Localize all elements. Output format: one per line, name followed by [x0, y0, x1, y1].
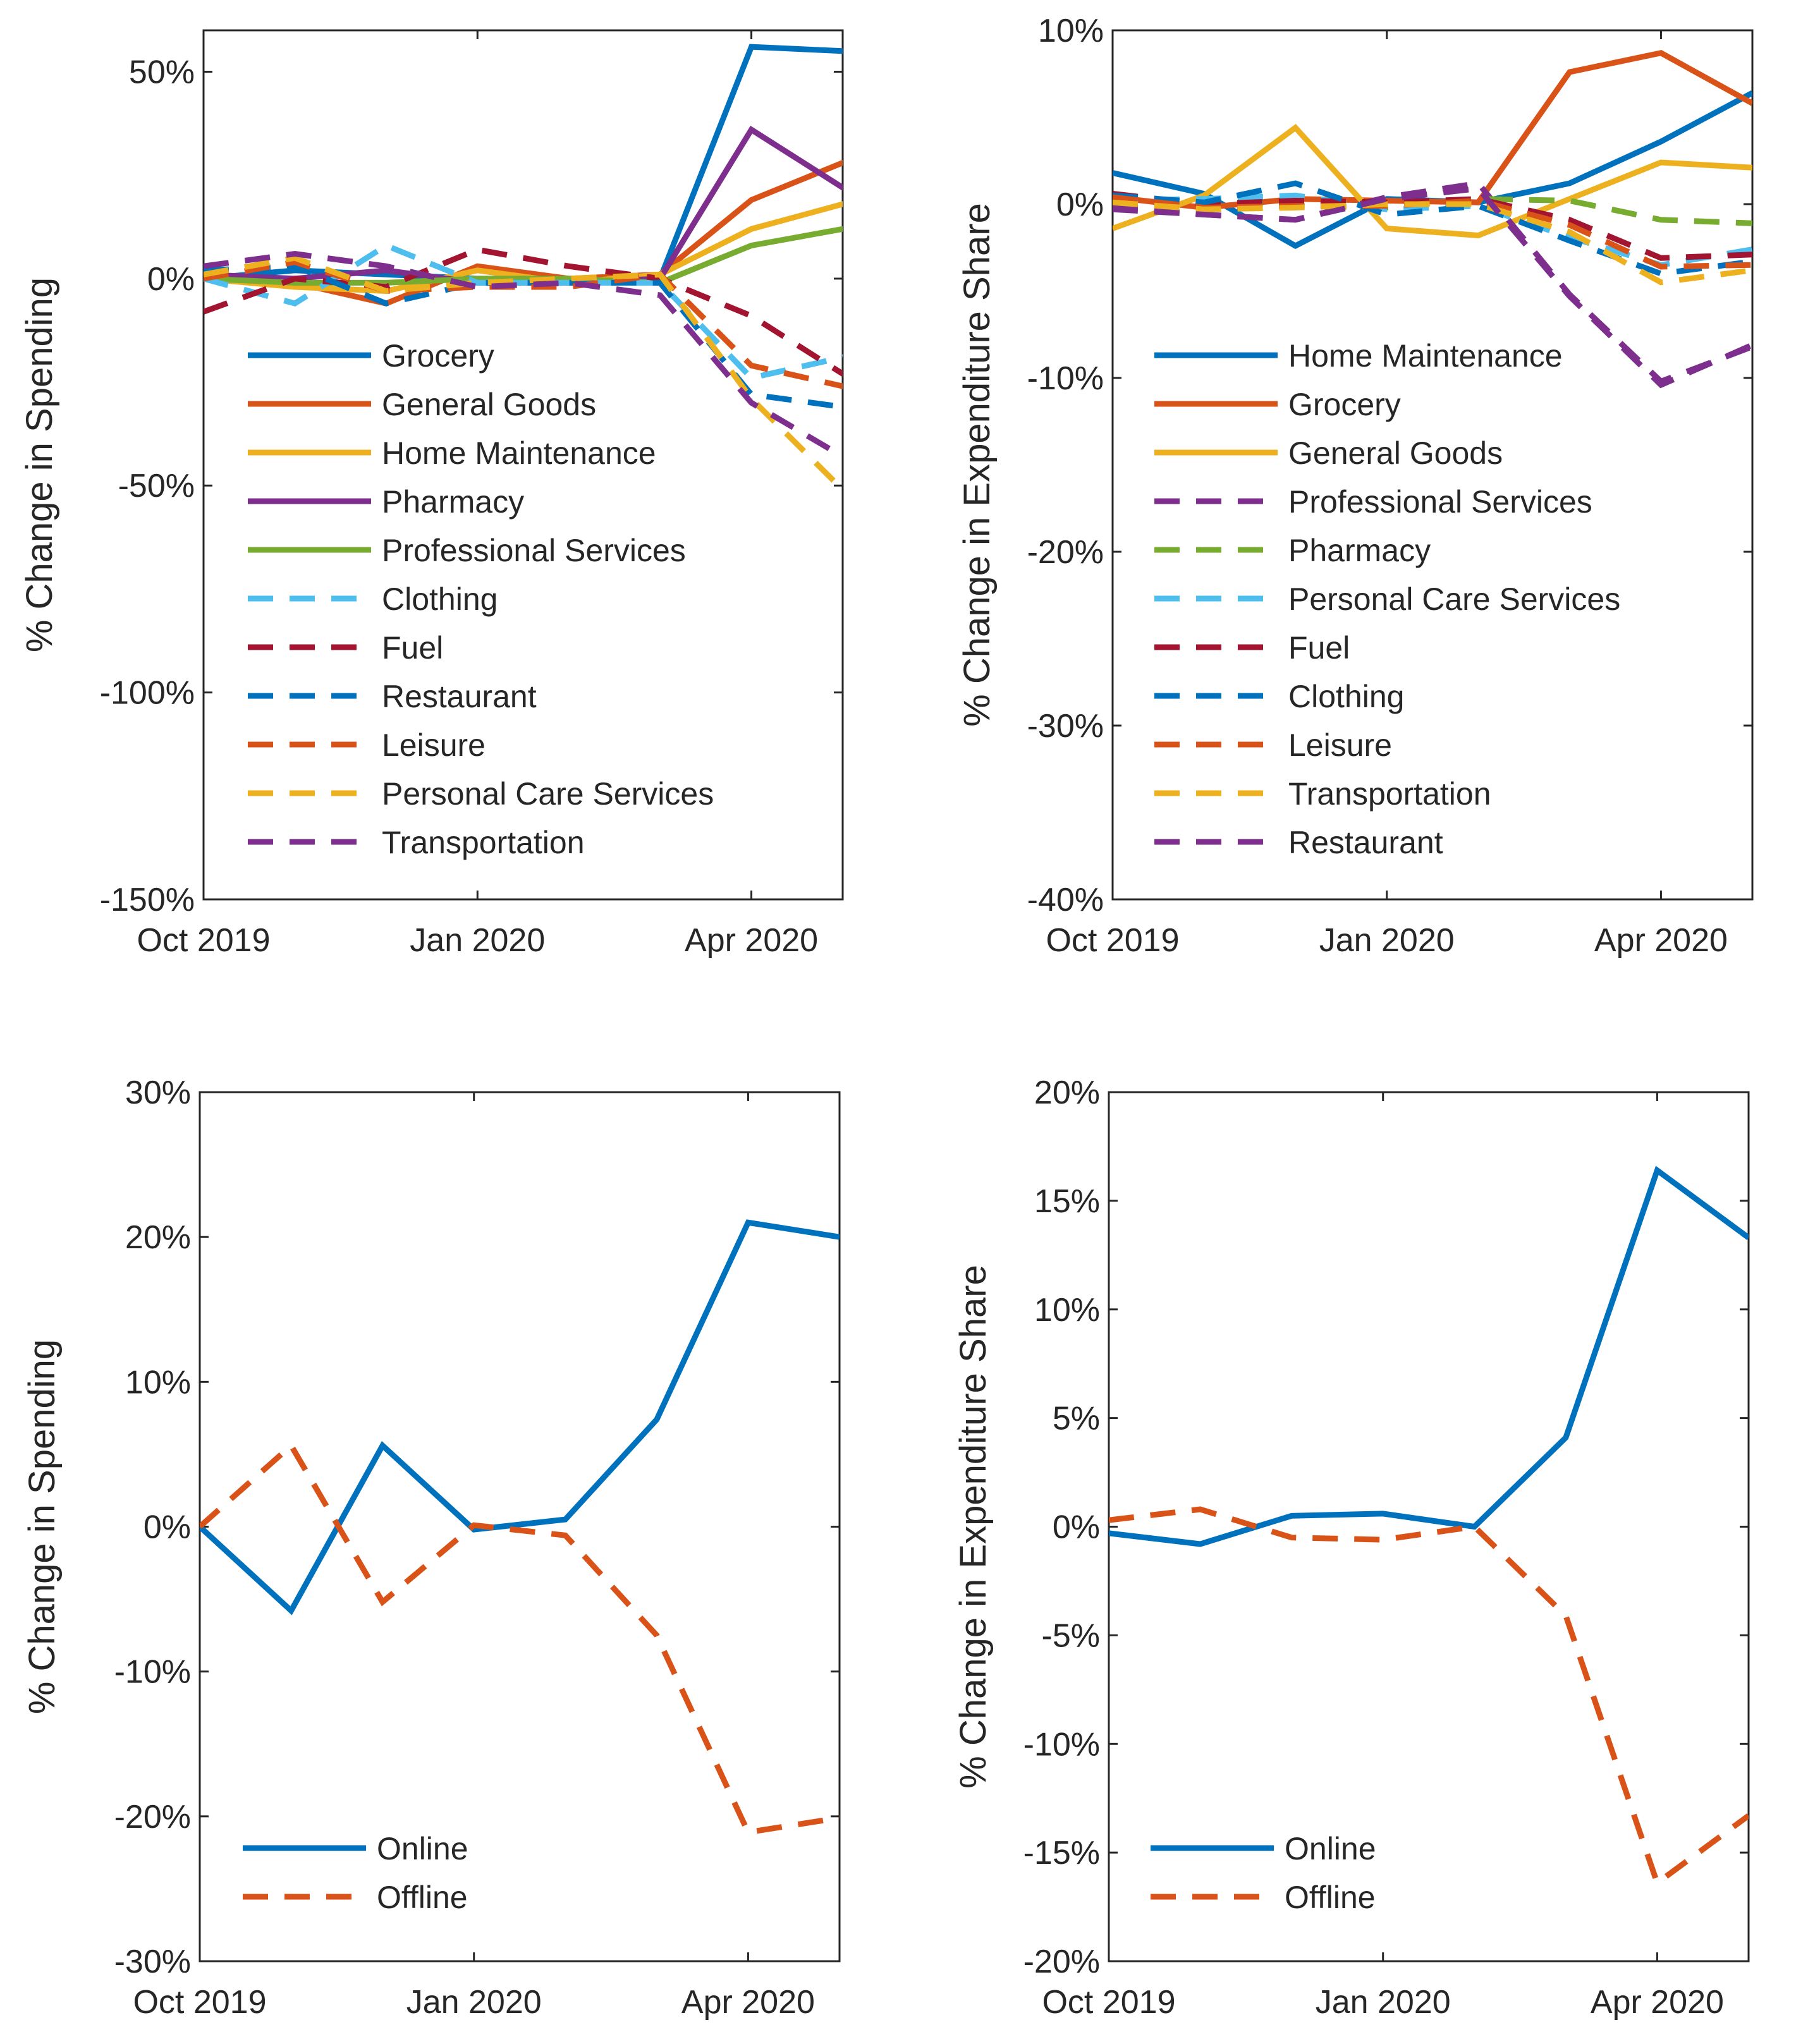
x-tick-label: Jan 2020: [406, 1984, 542, 2021]
legend-label: Grocery: [1288, 387, 1401, 422]
y-tick-label: -10%: [1027, 360, 1104, 397]
y-tick-label: 20%: [125, 1219, 191, 1256]
series-line-online: [200, 1219, 840, 1615]
x-tick-label: Oct 2019: [133, 1984, 266, 2021]
series-line-restaurant: [1113, 185, 1752, 389]
series-line-online: [1109, 1165, 1749, 1547]
legend-label: Restaurant: [1288, 825, 1443, 860]
y-tick-label: -10%: [1023, 1726, 1100, 1763]
legend-label: Home Maintenance: [1288, 338, 1563, 374]
y-tick-label: 30%: [125, 1074, 191, 1111]
y-tick-label: 10%: [1034, 1292, 1100, 1329]
series-group: [1109, 1165, 1749, 1888]
series-line-fuel: [1113, 191, 1752, 261]
series-line-restaurant: [204, 263, 843, 410]
y-tick-label: 0%: [1056, 186, 1104, 223]
y-axis-label: % Change in Expenditure Share: [953, 1265, 994, 1789]
chart-bl: 30% 20% 10% 0% -10% -20% -30% Oct 2019 Jan 2020 A…: [21, 1074, 841, 2021]
legend-label: Transportation: [382, 825, 585, 860]
series-line-offline: [200, 1441, 840, 1836]
legend-label: General Goods: [382, 387, 596, 422]
series-group: [1113, 50, 1752, 389]
legend-label: Professional Services: [1288, 484, 1592, 520]
series-line-home-maintenance: [1113, 90, 1752, 250]
legend-label: Offline: [377, 1880, 468, 1915]
y-tick-label: 0%: [144, 1509, 191, 1546]
x-tick-label: Jan 2020: [1316, 1984, 1451, 2021]
y-tick-label: 15%: [1034, 1183, 1100, 1220]
y-tick-label: -30%: [114, 1944, 191, 1980]
legend-label: Transportation: [1288, 776, 1491, 812]
legend-label: Online: [1285, 1831, 1376, 1866]
axes-box: [202, 29, 844, 901]
y-tick-label: -30%: [1027, 708, 1104, 745]
y-tick-label: 10%: [1038, 13, 1104, 49]
x-tick-label: Jan 2020: [410, 922, 545, 959]
series-group: [204, 44, 843, 494]
x-tick-label: Apr 2020: [1591, 1984, 1724, 2021]
y-tick-label: 0%: [1053, 1509, 1100, 1546]
x-tick-label: Apr 2020: [681, 1984, 815, 2021]
series-group: [200, 1219, 840, 1836]
x-tick-label: Oct 2019: [137, 922, 270, 959]
y-tick-label: -20%: [1023, 1944, 1100, 1980]
legend-label: Leisure: [1288, 727, 1392, 763]
x-tick-label: Apr 2020: [1594, 922, 1728, 959]
legend-label: Restaurant: [382, 679, 537, 714]
y-tick-label: -10%: [114, 1654, 191, 1691]
y-tick-label: -40%: [1027, 882, 1104, 918]
legend-label: Personal Care Services: [382, 776, 714, 812]
y-axis-label: % Change in Spending: [19, 277, 60, 652]
x-tick-label: Jan 2020: [1319, 922, 1455, 959]
y-tick-label: -20%: [1027, 534, 1104, 571]
x-tick-label: Apr 2020: [685, 922, 818, 959]
legend-label: Pharmacy: [382, 484, 524, 520]
chart-br: 20% 15% 10% 5% 0% -5% -10% -15% -20% Oct 2019 Jan …: [953, 1074, 1750, 2021]
chart-tr: 10% 0% -10% -20% -30% -40% Oct 2019 Jan 2020 Apr…: [956, 13, 1754, 959]
series-line-transportation: [1113, 199, 1752, 286]
series-line-general-goods: [1113, 123, 1752, 239]
legend-label: Leisure: [382, 727, 486, 763]
series-line-grocery: [204, 44, 843, 282]
axes-box: [1108, 1091, 1750, 1962]
x-tick-label: Oct 2019: [1042, 1984, 1175, 2021]
legend-label: Personal Care Services: [1288, 581, 1620, 617]
series-line-clothing: [1113, 180, 1752, 277]
legend-label: Clothing: [382, 581, 498, 617]
legend-label: Fuel: [382, 630, 443, 666]
axes-box: [1111, 29, 1754, 901]
y-tick-label: -15%: [1023, 1835, 1100, 1871]
legend-label: Fuel: [1288, 630, 1350, 666]
series-line-grocery: [1113, 50, 1752, 211]
y-tick-label: -50%: [118, 468, 195, 504]
y-tick-label: 10%: [125, 1364, 191, 1401]
y-tick-label: -150%: [100, 882, 195, 918]
y-tick-label: 0%: [147, 261, 195, 298]
legend-label: Clothing: [1288, 679, 1404, 714]
legend-label: Pharmacy: [1288, 533, 1431, 568]
legend-label: Online: [377, 1831, 468, 1866]
series-line-offline: [1109, 1506, 1749, 1888]
y-tick-label: 50%: [129, 54, 195, 90]
y-axis-label: % Change in Expenditure Share: [956, 203, 998, 727]
chart-tl: 50% 0% -50% -100% -150% Oct 2019 Jan 2020 Apr 2…: [19, 29, 844, 959]
y-tick-label: -20%: [114, 1799, 191, 1835]
y-tick-label: 5%: [1053, 1401, 1100, 1437]
series-line-transportation: [204, 251, 843, 459]
y-axis-label: % Change in Spending: [21, 1339, 63, 1714]
x-tick-label: Oct 2019: [1046, 922, 1179, 959]
legend-label: General Goods: [1288, 435, 1503, 471]
legend-label: Offline: [1285, 1880, 1376, 1915]
legend-label: Home Maintenance: [382, 435, 656, 471]
legend-label: Grocery: [382, 338, 494, 374]
y-tick-label: -100%: [100, 675, 195, 712]
y-tick-label: -5%: [1042, 1617, 1100, 1654]
legend-label: Professional Services: [382, 533, 686, 568]
y-tick-label: 20%: [1034, 1074, 1100, 1111]
